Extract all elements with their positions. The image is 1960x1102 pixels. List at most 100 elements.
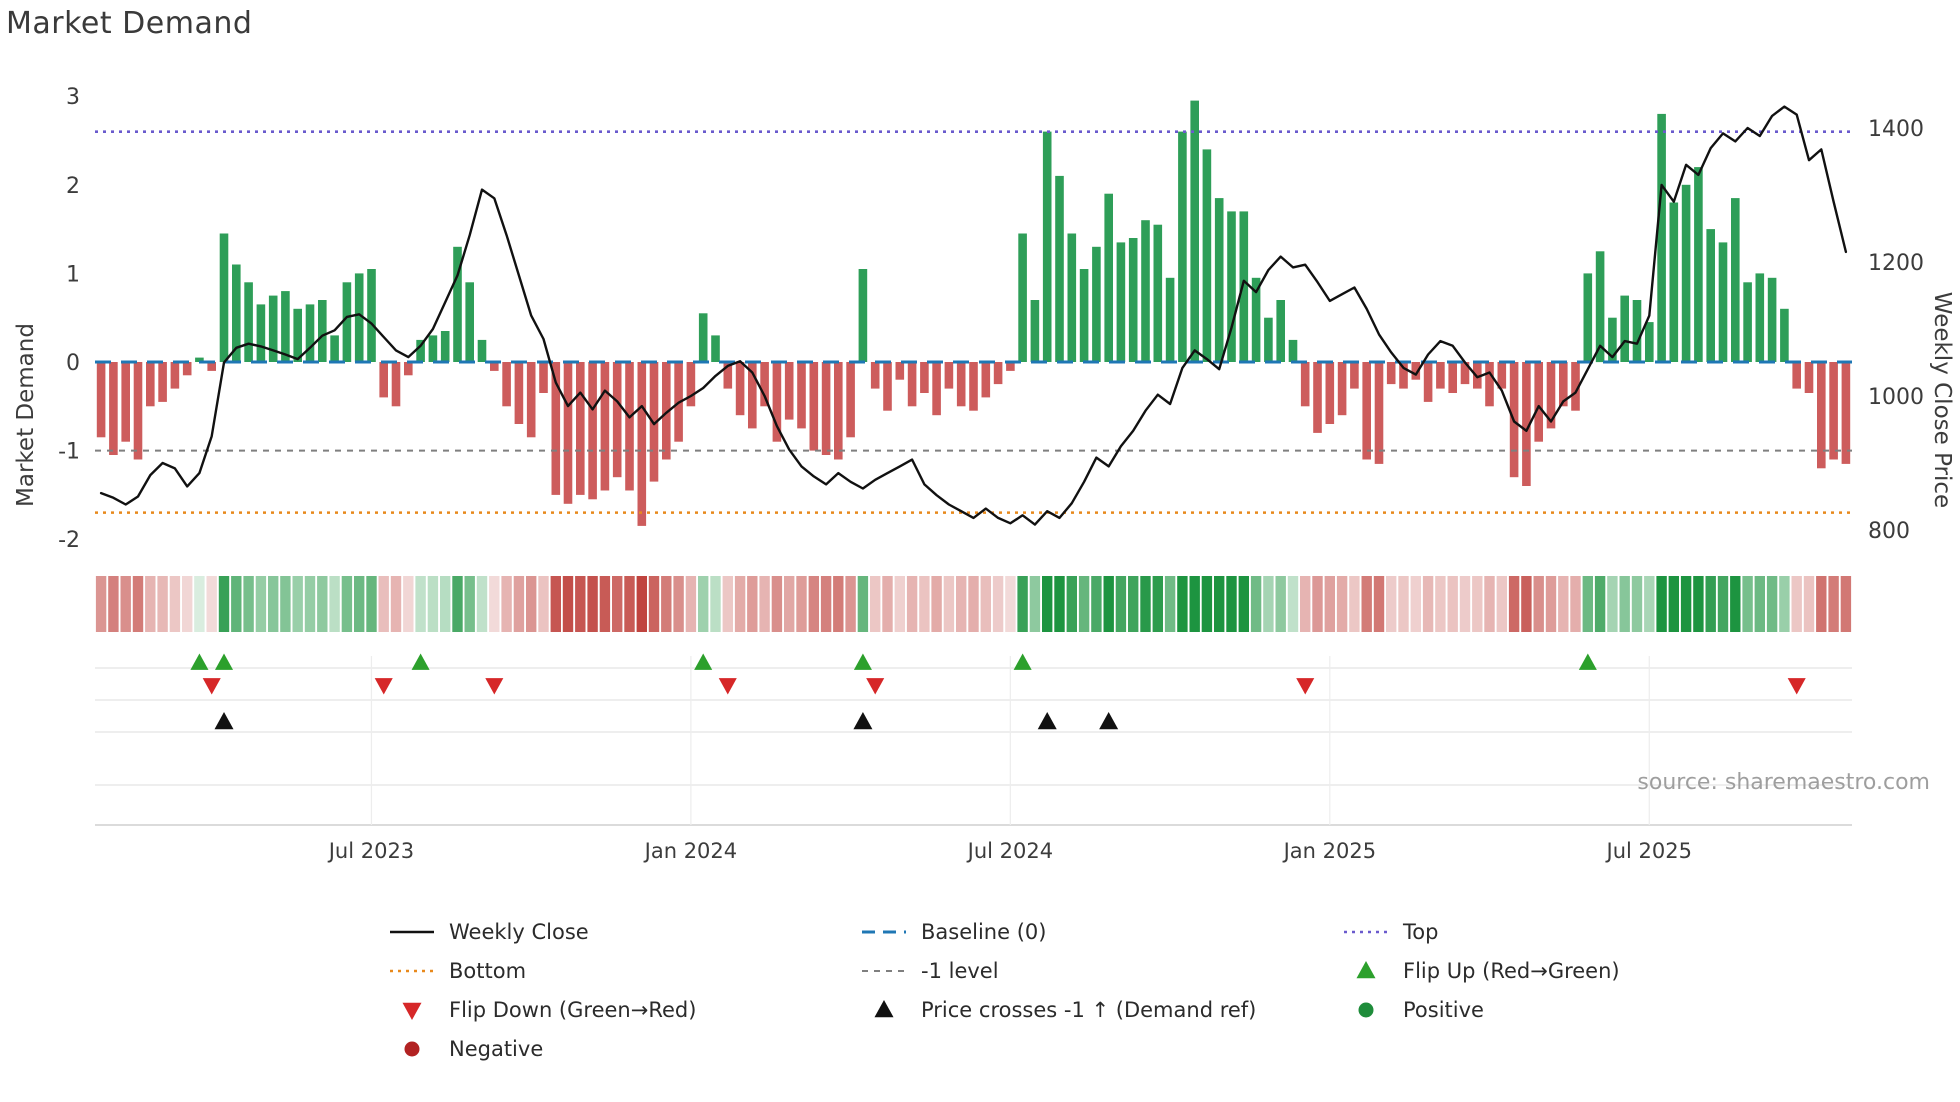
legend-label: Negative — [449, 1037, 544, 1061]
demand-bar — [735, 362, 745, 416]
demand-bar — [367, 269, 376, 362]
heatmap-cell — [759, 576, 770, 632]
heatmap-cell — [403, 576, 414, 632]
demand-bar — [907, 362, 917, 407]
demand-bar — [1657, 113, 1666, 363]
y-left-tick-label: 3 — [66, 85, 80, 110]
heatmap-cell — [1164, 576, 1176, 632]
legend-item: Baseline (0) — [860, 920, 1342, 944]
heatmap-cell — [919, 576, 930, 632]
heatmap-cell — [1005, 576, 1016, 632]
demand-bar — [1386, 362, 1396, 385]
heatmap-cell — [452, 576, 463, 632]
heatmap-cell — [243, 576, 254, 632]
demand-bar — [133, 362, 143, 460]
heatmap-cell — [1140, 576, 1151, 632]
demand-bar — [649, 362, 659, 482]
demand-bar — [195, 357, 204, 362]
demand-bar — [342, 282, 352, 362]
demand-bar — [1276, 300, 1285, 362]
legend-marker-shape — [874, 1000, 894, 1018]
heatmap-cell — [747, 576, 758, 632]
demand-bar — [809, 362, 819, 451]
demand-bar — [268, 295, 278, 362]
demand-bar — [1165, 277, 1175, 362]
demand-bar — [1411, 362, 1421, 380]
heatmap-cell — [169, 576, 181, 632]
legend-circle-icon — [1358, 1002, 1374, 1018]
heatmap-cell — [1386, 576, 1397, 632]
heatmap-cell — [1312, 576, 1323, 632]
demand-bar — [1632, 300, 1642, 362]
y-right-tick-label: 1000 — [1868, 385, 1924, 410]
heatmap-cell — [1238, 576, 1249, 632]
heatmap-cell — [685, 576, 697, 632]
heatmap-cell — [292, 576, 303, 632]
heatmap-cell — [833, 576, 844, 632]
heatmap-cell — [1115, 576, 1127, 632]
demand-bar — [588, 362, 597, 500]
demand-bar — [1780, 308, 1789, 362]
demand-bar — [1399, 362, 1408, 389]
demand-bar — [1104, 193, 1113, 362]
legend-circle-icon — [404, 1041, 420, 1057]
heatmap-cell — [968, 576, 979, 632]
demand-bar — [1706, 229, 1715, 362]
demand-bar — [1841, 362, 1851, 464]
legend-label: Bottom — [449, 959, 527, 983]
price-cross-marker — [1037, 712, 1057, 730]
demand-bar — [1300, 362, 1310, 407]
demand-bar — [1608, 317, 1617, 362]
right-axis-title: Weekly Close Price — [1929, 291, 1955, 509]
demand-bar — [772, 362, 782, 442]
heatmap-cell — [722, 576, 733, 632]
heatmap-cell — [980, 576, 991, 632]
heatmap-cell — [1201, 576, 1213, 632]
x-tick-label: Jul 2023 — [327, 839, 414, 863]
y-left-tick-label: 1 — [66, 262, 80, 287]
demand-bar — [600, 362, 610, 491]
heatmap-cell — [194, 576, 205, 632]
heatmap-cell — [612, 576, 623, 632]
demand-bar — [1743, 282, 1752, 362]
price-cross-marker — [853, 712, 873, 730]
heatmap-cell — [1582, 576, 1593, 632]
demand-bar — [563, 362, 573, 504]
heatmap-cell — [1803, 576, 1815, 632]
heatmap-cell — [1410, 576, 1421, 632]
demand-bar — [96, 362, 106, 438]
heatmap-cell — [796, 576, 807, 632]
heatmap-cell — [1336, 576, 1348, 632]
demand-bar — [895, 362, 905, 380]
demand-bar — [244, 282, 253, 362]
y-left-tick-label: -1 — [58, 440, 80, 465]
demand-bar — [969, 362, 978, 411]
demand-bar — [539, 362, 548, 393]
legend-tri-up-icon — [874, 1000, 894, 1018]
heatmap-cell — [1656, 576, 1667, 632]
legend-dash-icon — [862, 970, 906, 972]
heatmap-cell — [1128, 576, 1139, 632]
flip-up-marker — [1013, 653, 1032, 670]
heatmap-cell — [1558, 576, 1569, 632]
demand-bar — [318, 300, 327, 362]
x-tick-label: Jul 2024 — [966, 839, 1053, 863]
legend-marker-shape — [1356, 961, 1376, 979]
demand-bar — [821, 362, 831, 455]
y-right-tick-label: 800 — [1868, 519, 1910, 544]
heatmap-cell — [943, 576, 955, 632]
heatmap-cell — [427, 576, 439, 632]
heatmap-cell — [268, 576, 279, 632]
heatmap-cell — [1029, 576, 1041, 632]
heatmap-cell — [1570, 576, 1581, 632]
legend-marker-shape — [404, 1041, 420, 1057]
demand-bar — [1829, 362, 1838, 460]
page-title: Market Demand — [6, 6, 253, 41]
heatmap-cell — [415, 576, 426, 632]
heatmap-cell — [882, 576, 893, 632]
heatmap-cell — [378, 576, 389, 632]
heatmap-cell — [1054, 576, 1065, 632]
heatmap-cell — [1103, 576, 1114, 632]
heatmap-cell — [1373, 576, 1385, 632]
heatmap-cell — [648, 576, 660, 632]
